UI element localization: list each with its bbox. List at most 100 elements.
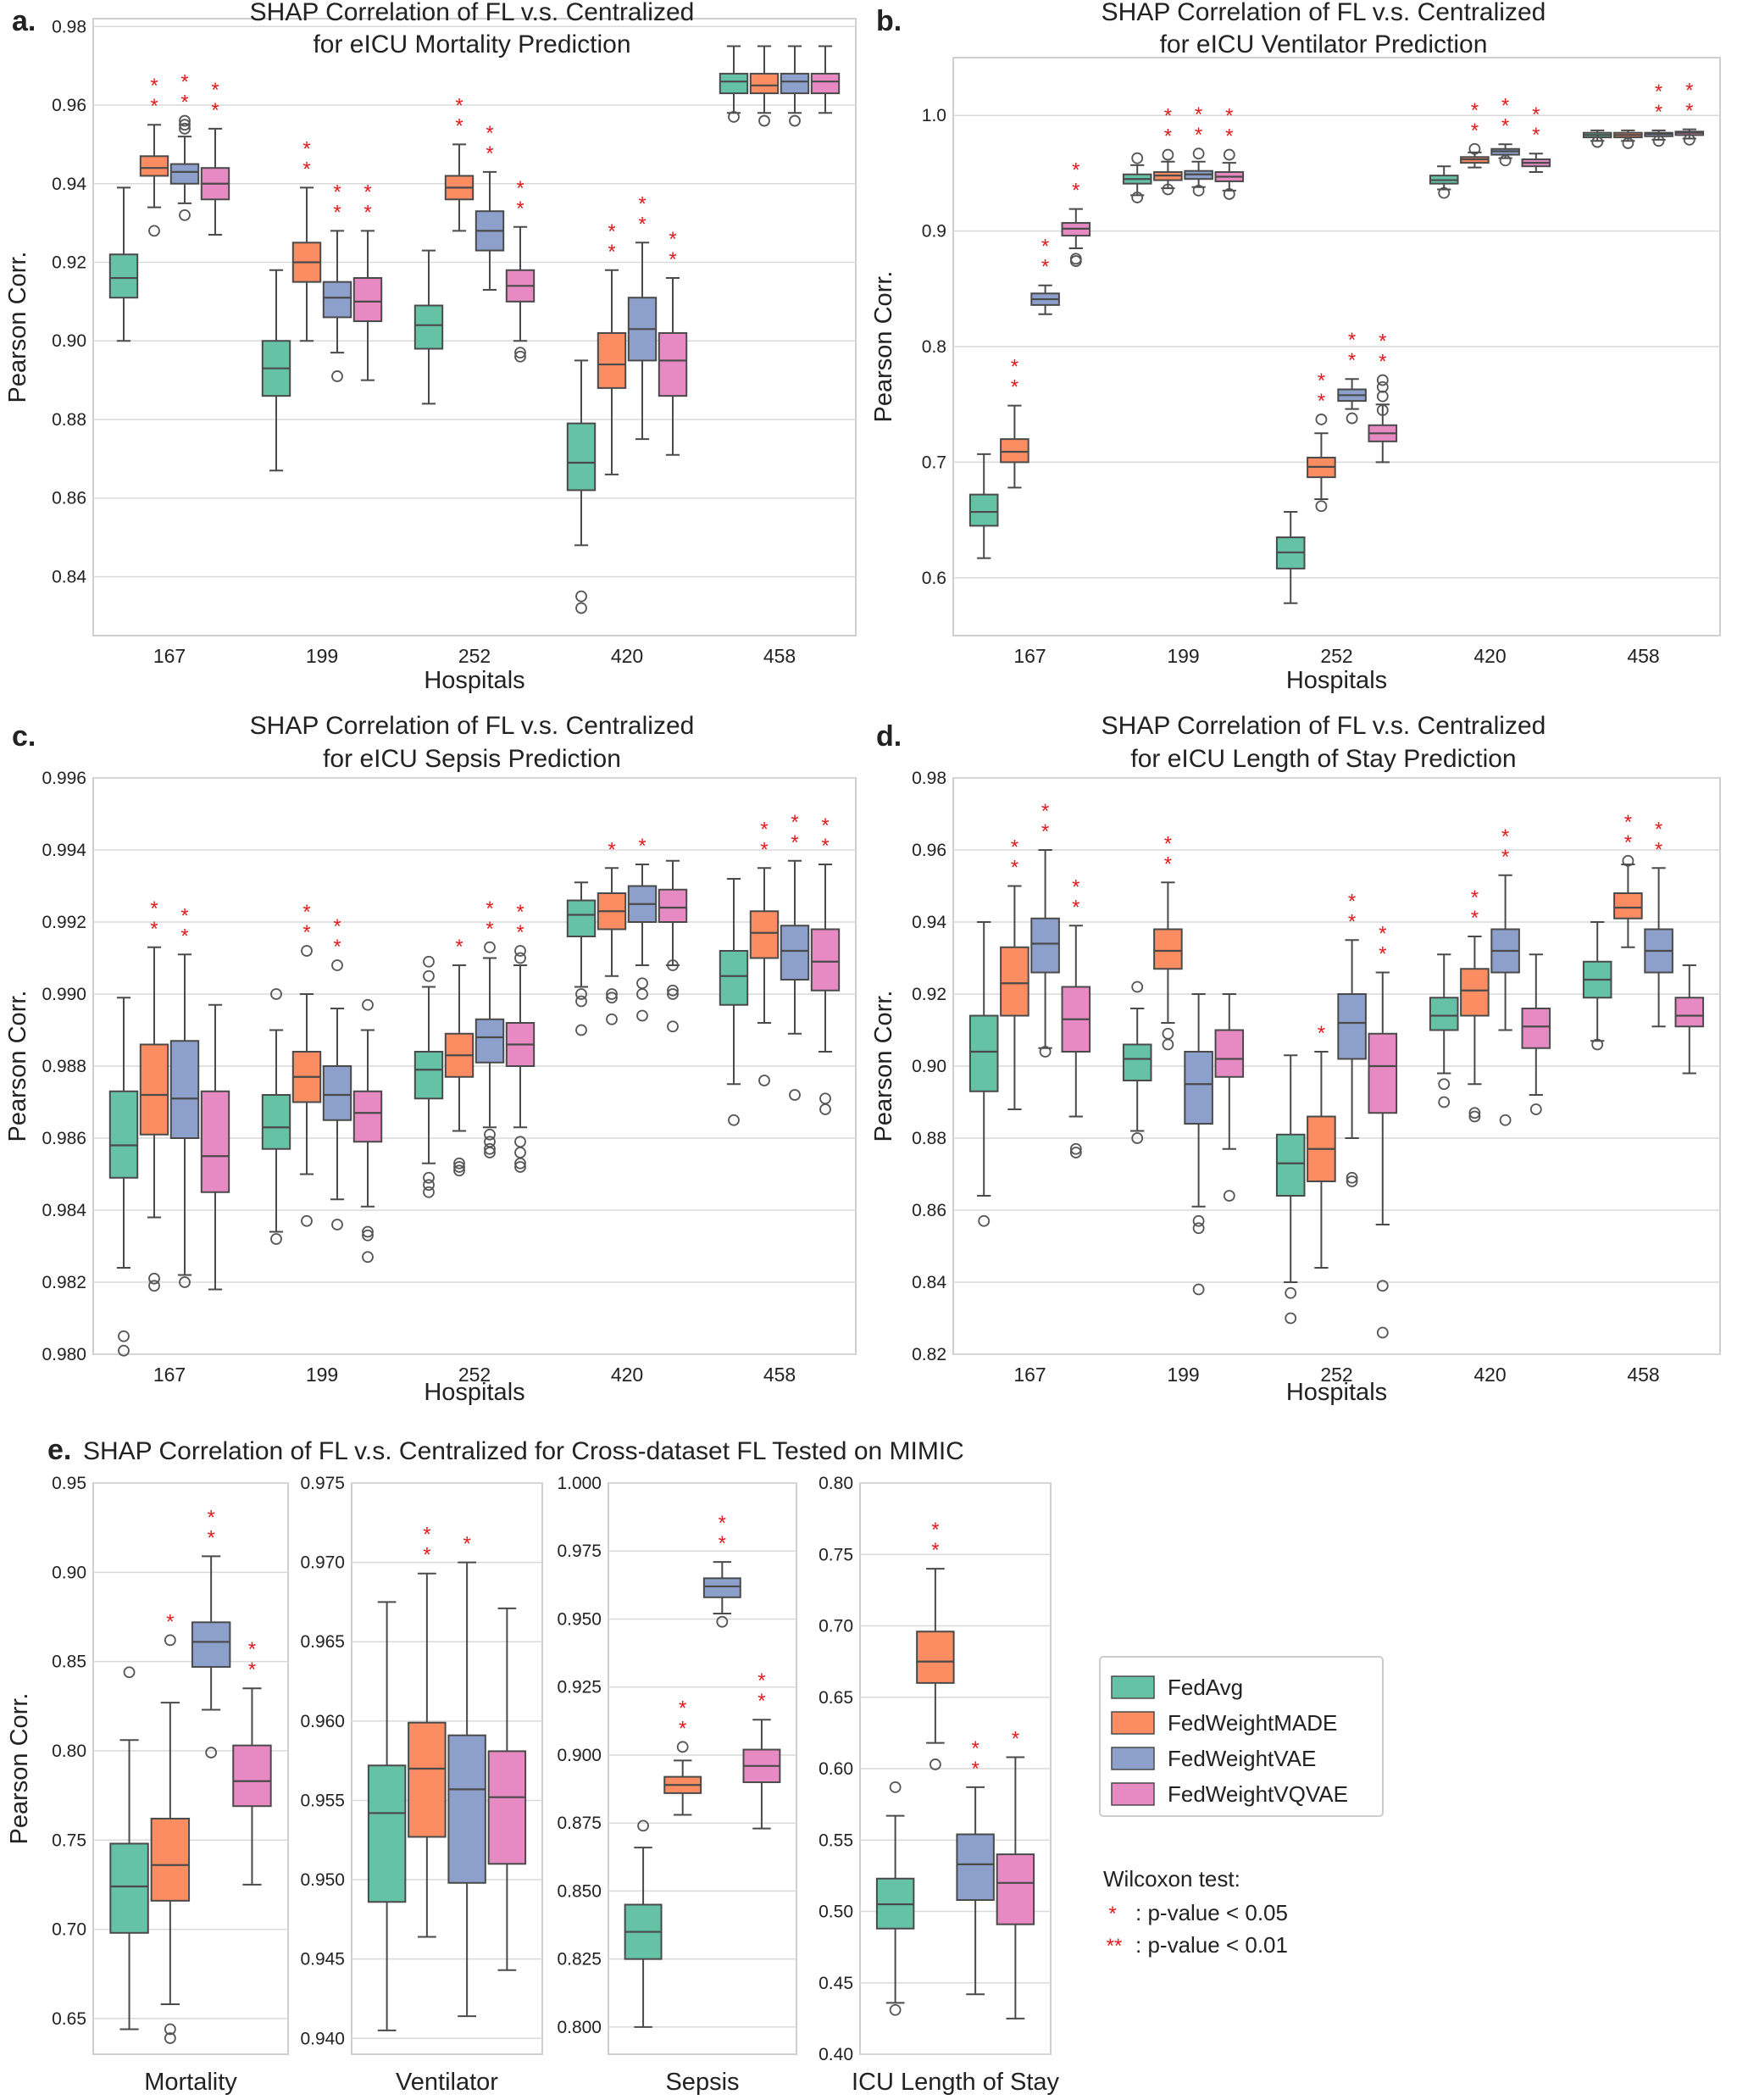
outlier-point xyxy=(1376,381,1389,393)
outlier-point xyxy=(1591,136,1604,148)
significance-star: * xyxy=(1041,236,1049,258)
legend-swatch-FedWeightVAE xyxy=(1111,1747,1155,1770)
panel-letter: b. xyxy=(876,5,902,37)
box-FedWeightVAE: ** xyxy=(1490,94,1520,167)
significance-star: * xyxy=(608,241,615,264)
outlier-point xyxy=(1192,1283,1205,1296)
box-FedWeightVAE: ** xyxy=(1490,825,1520,1126)
outlier-point xyxy=(514,1157,526,1169)
box-FedAvg xyxy=(261,269,291,472)
panel-title: SHAP Correlation of FL v.s. Centralized xyxy=(1102,0,1546,26)
y-tick-label: 1.000 xyxy=(557,1474,602,1493)
outlier-point xyxy=(667,988,679,1000)
box-iqr xyxy=(1460,968,1490,1017)
y-tick-label: 0.90 xyxy=(912,1057,946,1076)
y-tick-label: 0.850 xyxy=(557,1881,602,1901)
significance-star: * xyxy=(1318,390,1325,413)
box-FedWeightVAE: ** xyxy=(1337,329,1367,425)
outlier-point xyxy=(362,1225,374,1238)
box-iqr xyxy=(261,1094,291,1150)
outlier-point xyxy=(667,1020,679,1033)
y-tick-label: 0.955 xyxy=(300,1791,345,1810)
box-FedWeightVAE: ** xyxy=(169,71,200,221)
significance-star: * xyxy=(1195,103,1202,126)
outlier-point xyxy=(575,988,587,1000)
box-iqr xyxy=(597,331,627,389)
significance-star: * xyxy=(1471,907,1479,930)
box-iqr xyxy=(1521,1008,1551,1049)
significance-star: * xyxy=(931,1519,939,1542)
outlier-point xyxy=(637,1819,649,1832)
legend-box xyxy=(1099,1656,1384,1817)
y-tick-label: 0.875 xyxy=(557,1814,602,1833)
significance-star: * xyxy=(333,201,341,224)
outlier-point xyxy=(716,1615,729,1628)
box-FedWeightVAE: ** xyxy=(956,1737,995,1996)
significance-star: * xyxy=(1655,838,1662,861)
outlier-point xyxy=(1162,1027,1174,1040)
significance-star: * xyxy=(1318,1022,1325,1045)
outlier-point xyxy=(123,1666,136,1679)
outlier-point xyxy=(1192,147,1205,160)
outlier-point xyxy=(1591,1038,1604,1051)
box-iqr xyxy=(352,277,383,323)
significance-star: * xyxy=(1072,180,1079,203)
x-tick-label: 420 xyxy=(611,645,643,667)
box-FedWeightVQVAE: ** xyxy=(352,181,383,381)
box-FedAvg xyxy=(624,1819,663,2028)
box-iqr xyxy=(232,1744,272,1808)
outlier-point xyxy=(179,119,191,131)
x-tick-label: ICU Length of Stay xyxy=(852,2069,1060,2096)
significance-star: * xyxy=(1011,836,1018,859)
y-axis-label: Pearson Corr. xyxy=(870,991,897,1142)
box-FedWeightVQVAE: ** xyxy=(658,228,688,456)
significance-star: * xyxy=(333,915,341,938)
outlier-point xyxy=(575,1024,587,1036)
significance-star: * xyxy=(1072,159,1079,182)
outlier-point xyxy=(484,1142,496,1155)
significance-star: * xyxy=(1164,853,1172,875)
y-tick-label: 0.984 xyxy=(42,1201,86,1220)
y-tick-label: 0.65 xyxy=(819,1688,853,1708)
box-FedAvg xyxy=(413,249,444,405)
box-FedWeightMADE: ** xyxy=(1153,832,1183,1051)
significance-star: * xyxy=(302,901,310,924)
y-tick-label: 0.990 xyxy=(42,985,86,1004)
significance-star: * xyxy=(1379,351,1386,374)
outlier-point xyxy=(1652,135,1665,147)
significance-star: * xyxy=(669,228,676,251)
legend-swatch-FedAvg xyxy=(1111,1675,1155,1699)
box-FedWeightVQVAE xyxy=(1674,964,1705,1075)
outlier-point xyxy=(1346,1175,1358,1187)
outlier-point xyxy=(1069,255,1082,267)
y-tick-label: 0.996 xyxy=(42,769,86,788)
box-FedWeightMADE: ** xyxy=(408,1524,447,1938)
y-tick-label: 0.800 xyxy=(557,2018,602,2037)
outlier-point xyxy=(514,1147,526,1158)
box-FedWeightMADE: ** xyxy=(1000,356,1029,489)
outlier-point xyxy=(148,1280,160,1292)
y-tick-label: 0.40 xyxy=(819,2045,853,2064)
box-FedAvg xyxy=(875,1781,915,2016)
significance-star: * xyxy=(486,897,493,920)
significance-star: * xyxy=(608,838,615,861)
box-iqr xyxy=(108,1090,139,1179)
y-tick-label: 0.94 xyxy=(912,913,946,932)
box-iqr xyxy=(1000,438,1029,464)
legend: FedAvg FedWeightMADE FedWeightVAE FedWeight… xyxy=(1099,1656,1384,1958)
subplot-Ventilator: 0.940 0.945 0.950 0.955 0.960 0.965 0.970 0.975… xyxy=(300,1474,543,2096)
outlier-point xyxy=(676,1741,689,1753)
panel-title: for eICU Ventilator Prediction xyxy=(1160,31,1488,58)
outlier-point xyxy=(728,111,740,123)
x-tick-label: 252 xyxy=(458,1364,491,1386)
y-tick-label: 0.85 xyxy=(52,1653,86,1672)
y-tick-label: 0.84 xyxy=(912,1273,946,1292)
outlier-point xyxy=(575,590,587,603)
legend-label: FedWeightVAE xyxy=(1168,1746,1316,1771)
y-tick-label: 0.80 xyxy=(819,1474,853,1493)
box-FedWeightVQVAE xyxy=(1521,953,1551,1115)
y-tick-label: 0.6 xyxy=(922,569,946,588)
box-FedWeightMADE: ** xyxy=(1153,105,1183,196)
significance-star: * xyxy=(1348,329,1356,352)
y-tick-label: 1.0 xyxy=(922,106,946,125)
